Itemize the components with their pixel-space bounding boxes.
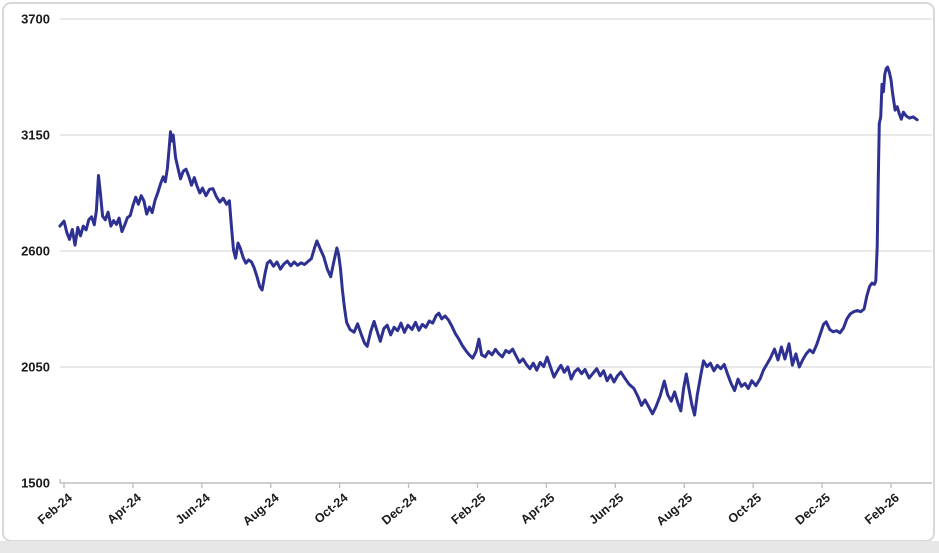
y-axis-labels: 1500 2050 2600 3150 3700 — [21, 12, 50, 491]
y-tick-label: 2600 — [21, 244, 50, 259]
price-line-chart: 1500 2050 2600 3150 3700 Feb-24 Apr-24 Jun-24 Au… — [21, 12, 932, 529]
x-tick-label: Jun-24 — [173, 491, 213, 528]
x-tick-label: Oct-25 — [725, 491, 764, 527]
x-tick-label: Aug-24 — [240, 491, 281, 529]
line-chart-frame: 1500 2050 2600 3150 3700 Feb-24 Apr-24 Jun-24 Au… — [2, 2, 935, 542]
x-tick-label: Feb-24 — [35, 491, 75, 528]
y-tick-label: 3700 — [21, 12, 50, 27]
page-bottom-strip — [0, 541, 939, 553]
x-tick-label: Apr-24 — [105, 491, 144, 527]
y-tick-label: 3150 — [21, 128, 50, 143]
y-tick-label: 2050 — [21, 360, 50, 375]
x-tick-label: Feb-26 — [862, 491, 902, 528]
x-tick-label: Aug-25 — [654, 491, 695, 529]
x-axis-labels: Feb-24 Apr-24 Jun-24 Aug-24 Oct-24 Dec-24 Feb-… — [35, 491, 902, 529]
series-line-price — [58, 65, 919, 417]
x-axis — [59, 479, 932, 488]
x-tick-label: Oct-24 — [312, 491, 351, 527]
gridlines — [60, 18, 932, 368]
x-tick-label: Jun-25 — [586, 491, 626, 528]
x-tick-label: Feb-25 — [449, 491, 489, 528]
x-tick-label: Dec-24 — [379, 491, 419, 528]
x-tick-label: Dec-25 — [793, 491, 833, 528]
x-tick-label: Apr-25 — [518, 491, 557, 527]
y-tick-label: 1500 — [21, 476, 50, 491]
